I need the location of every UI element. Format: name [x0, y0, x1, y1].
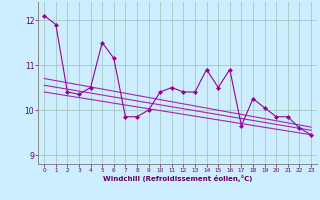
- X-axis label: Windchill (Refroidissement éolien,°C): Windchill (Refroidissement éolien,°C): [103, 175, 252, 182]
